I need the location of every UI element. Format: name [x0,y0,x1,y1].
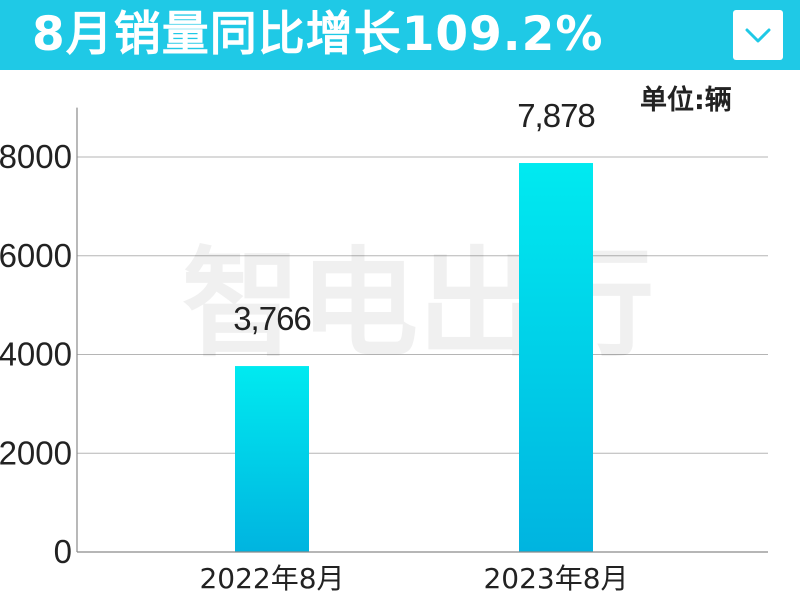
unit-label: 单位:辆 [640,85,732,116]
y-tick-label: 2000 [0,434,72,471]
chart-title: 8月销量同比增长109.2% [32,7,604,62]
y-tick-label: 0 [54,533,72,570]
x-tick-label: 2023年8月 [483,562,628,595]
bar-1 [235,366,309,552]
y-tick-label: 4000 [0,336,72,373]
data-label: 7,878 [517,97,595,134]
y-tick-label: 8000 [0,138,72,175]
dropdown-button[interactable] [733,10,783,60]
x-tick-label: 2022年8月 [199,562,344,595]
header-banner: 8月销量同比增长109.2% [0,0,800,70]
bar-2 [519,163,593,552]
data-label: 3,766 [233,300,311,337]
chevron-down-icon [745,28,771,43]
y-tick-label: 6000 [0,237,72,274]
